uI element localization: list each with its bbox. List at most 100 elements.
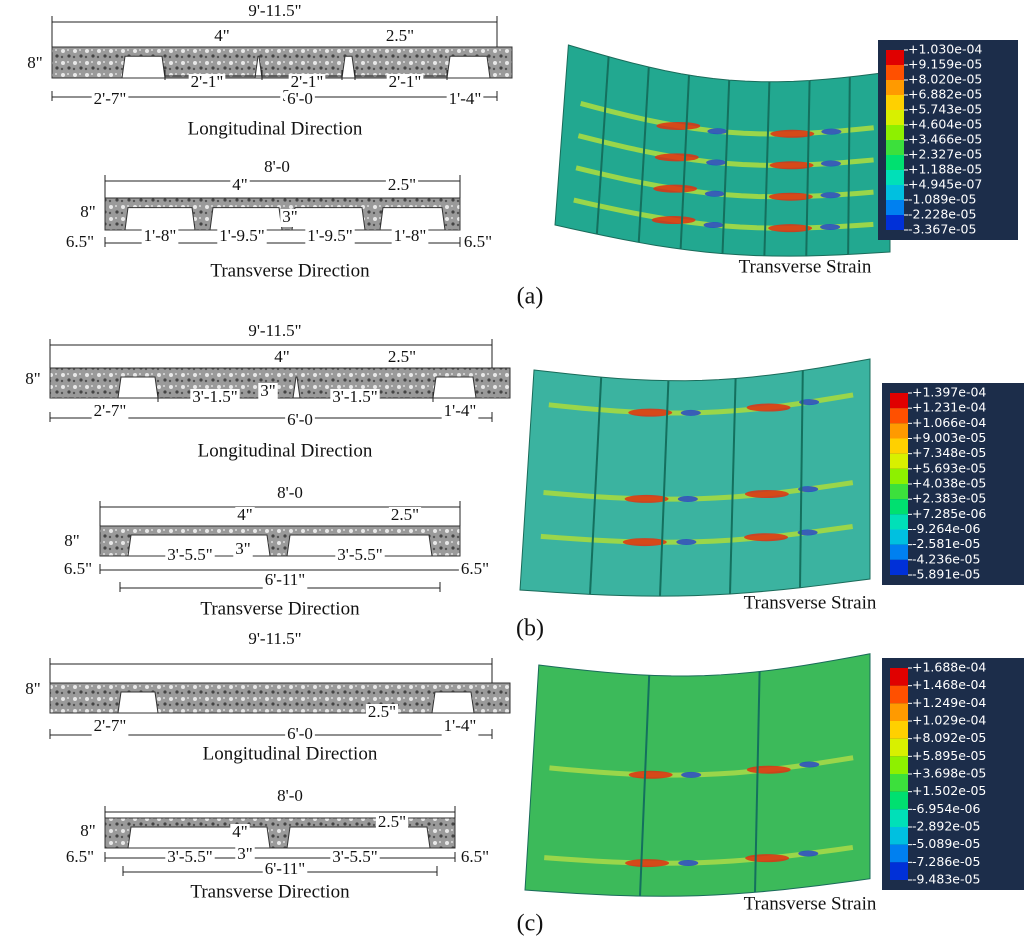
legend-label: +1.397e-04 <box>912 385 986 400</box>
hotspot <box>623 538 667 546</box>
dimension-label: 6'-11" <box>265 859 306 878</box>
legend-label: +3.698e-05 <box>912 766 986 781</box>
legend-swatch <box>890 439 908 454</box>
legend-label: +1.468e-04 <box>912 677 986 692</box>
legend-swatch <box>890 739 908 757</box>
dimension-label: 2.5" <box>368 702 396 721</box>
coldspot <box>799 762 819 768</box>
hotspot <box>628 409 672 417</box>
legend-swatch <box>890 454 908 469</box>
legend-swatch <box>886 80 904 95</box>
hotspot <box>629 771 673 779</box>
coldspot <box>705 191 725 197</box>
legend-swatch <box>886 65 904 80</box>
legend-label: -5.891e-05 <box>912 567 980 582</box>
legend-swatch <box>886 155 904 170</box>
legend-label: +1.231e-04 <box>912 400 986 415</box>
void <box>118 377 158 398</box>
coldspot <box>706 159 726 165</box>
caption: Longitudinal Direction <box>203 743 378 764</box>
legend-label: +4.038e-05 <box>912 476 986 491</box>
dimension-label: 6'-11" <box>265 570 306 589</box>
slab <box>52 47 512 78</box>
legend-label: -1.089e-05 <box>908 192 976 207</box>
dimension-label: 9'-11.5" <box>248 321 301 340</box>
legend-label: -9.264e-06 <box>912 521 980 536</box>
hotspot <box>747 404 791 412</box>
legend-swatch <box>890 499 908 514</box>
dimension-label: 1'-4" <box>444 716 477 735</box>
void <box>432 692 474 713</box>
dimension-label: 3'-5.5" <box>332 847 377 866</box>
legend-swatch <box>890 686 908 704</box>
dimension-label: 1'-4" <box>444 401 477 420</box>
dimension-label: 6.5" <box>64 559 92 578</box>
dimension-label: 9'-11.5" <box>248 629 301 648</box>
legend-label: +2.383e-05 <box>912 491 986 506</box>
legend-label: +1.066e-04 <box>912 415 986 430</box>
dimension-label: 2'-1" <box>191 72 224 91</box>
hotspot <box>653 185 697 193</box>
hotspot <box>625 859 669 867</box>
legend-swatch <box>890 408 908 423</box>
coldspot <box>798 850 818 856</box>
legend-swatch <box>890 545 908 560</box>
void <box>447 56 490 78</box>
hotspot <box>745 854 789 862</box>
dimension-label: 9'-11.5" <box>248 1 301 20</box>
dimension-label: 2'-7" <box>94 89 127 108</box>
legend-label: -9.483e-05 <box>912 872 980 887</box>
dimension-label: 2.5" <box>378 812 406 831</box>
legend-swatch <box>886 140 904 155</box>
legend-label: +4.945e-07 <box>908 177 982 192</box>
legend-swatch <box>886 50 904 65</box>
dimension-label: 4" <box>214 26 229 45</box>
hotspot <box>747 766 791 774</box>
legend-swatch <box>886 110 904 125</box>
dimension-label: 3'-1.5" <box>332 387 377 406</box>
legend-swatch <box>890 560 908 575</box>
coldspot <box>678 496 698 502</box>
contour-plot <box>520 359 870 596</box>
legend-label: +6.882e-05 <box>908 87 982 102</box>
dimension-label: 6.5" <box>464 232 492 251</box>
dimension-label: 2.5" <box>388 175 416 194</box>
contour-plot <box>525 654 870 897</box>
legend-swatch <box>890 530 908 545</box>
void <box>122 56 165 78</box>
legend-swatch <box>886 215 904 230</box>
dimension-label: 6.5" <box>66 847 94 866</box>
dimension-label: 1'-8" <box>394 226 427 245</box>
legend-label: -7.286e-05 <box>912 854 980 869</box>
legend-swatch <box>890 827 908 845</box>
dimension-label: 8" <box>64 531 79 550</box>
dimension-label: 6'-0 <box>287 724 313 743</box>
hotspot <box>656 122 700 130</box>
legend-label: -2.228e-05 <box>908 207 976 222</box>
dimension-label: 1'-9.5" <box>307 226 352 245</box>
coldspot <box>676 539 696 545</box>
dimension-label: 8" <box>80 202 95 221</box>
hotspot <box>655 153 699 161</box>
legend-label: +5.895e-05 <box>912 748 986 763</box>
dimension-label: 1'-4" <box>449 89 482 108</box>
dimension-label: 2.5" <box>388 347 416 366</box>
coldspot <box>821 129 841 135</box>
dimension-label: 8" <box>27 53 42 72</box>
legend-label: +9.159e-05 <box>908 57 982 72</box>
legend-swatch <box>890 809 908 827</box>
hotspot <box>745 490 789 498</box>
dimension-label: 3'-5.5" <box>167 847 212 866</box>
plate <box>520 359 870 596</box>
legend-swatch <box>890 774 908 792</box>
dimension-label: 8'-0 <box>264 157 290 176</box>
dimension-label: 8" <box>25 369 40 388</box>
dimension-label: 8'-0 <box>277 786 303 805</box>
legend-swatch <box>890 792 908 810</box>
legend-label: +7.285e-06 <box>912 506 986 521</box>
coldspot <box>707 128 727 134</box>
panel-label: (a) <box>517 284 544 310</box>
legend-label: -5.089e-05 <box>912 836 980 851</box>
dimension-label: 4" <box>232 822 247 841</box>
caption: Transverse Direction <box>210 260 370 281</box>
